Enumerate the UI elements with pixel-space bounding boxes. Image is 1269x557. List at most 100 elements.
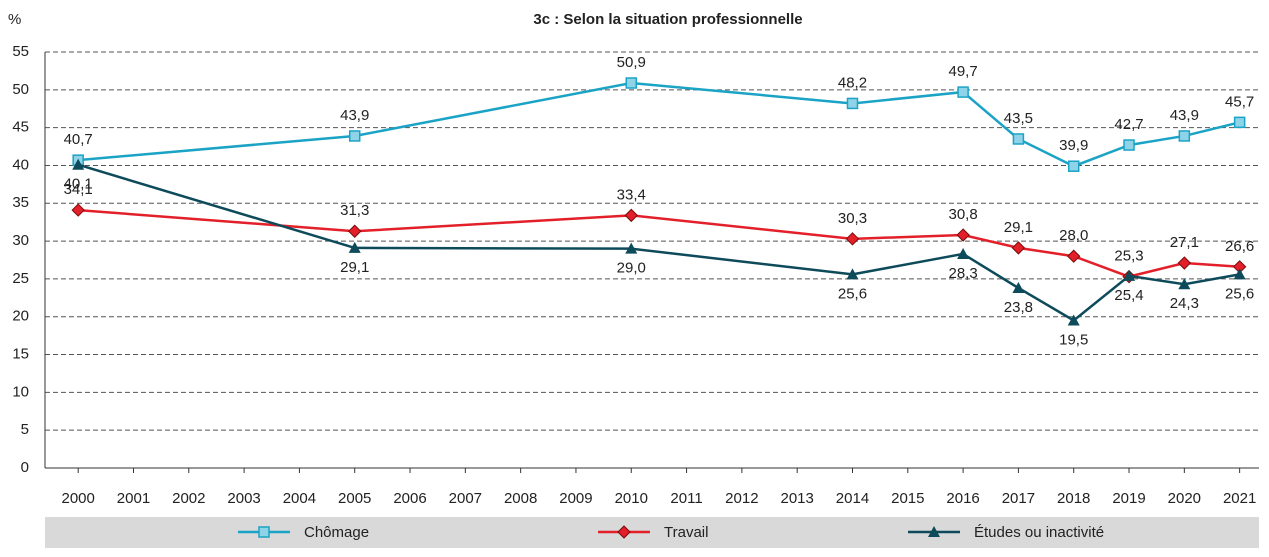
data-point xyxy=(348,130,361,142)
y-tick-label: 35 xyxy=(12,194,29,211)
y-tick-label: 5 xyxy=(21,421,29,438)
data-label: 28,3 xyxy=(949,265,978,282)
x-tick-label: 2009 xyxy=(559,490,592,507)
data-point xyxy=(348,224,362,238)
data-point xyxy=(348,241,361,253)
x-tick-label: 2020 xyxy=(1168,490,1201,507)
x-tick-label: 2007 xyxy=(449,490,482,507)
y-tick-label: 15 xyxy=(12,346,29,363)
data-label: 28,0 xyxy=(1059,227,1088,244)
y-tick-label: 55 xyxy=(12,43,29,60)
data-label: 34,1 xyxy=(64,181,93,198)
x-tick-label: 2001 xyxy=(117,490,150,507)
data-label: 27,1 xyxy=(1170,234,1199,251)
y-axis-label: % xyxy=(8,11,21,28)
data-label: 30,8 xyxy=(949,206,978,223)
y-tick-label: 10 xyxy=(12,383,29,400)
data-label: 40,1 xyxy=(64,176,93,193)
data-label: 50,9 xyxy=(617,54,646,71)
legend-label: Études ou inactivité xyxy=(974,524,1104,541)
data-label: 25,3 xyxy=(1114,248,1143,265)
x-tick-label: 2017 xyxy=(1002,490,1035,507)
data-point xyxy=(72,158,85,170)
data-point xyxy=(1123,139,1135,151)
x-tick-label: 2014 xyxy=(836,490,869,507)
data-label: 24,3 xyxy=(1170,295,1199,312)
data-label: 49,7 xyxy=(949,63,978,80)
data-label: 25,6 xyxy=(838,285,867,302)
data-label: 26,6 xyxy=(1225,238,1254,255)
x-tick-label: 2016 xyxy=(946,490,979,507)
x-tick-label: 2008 xyxy=(504,490,537,507)
data-label: 43,9 xyxy=(340,107,369,124)
data-point xyxy=(1123,269,1136,281)
data-point xyxy=(71,203,85,217)
x-tick-label: 2015 xyxy=(891,490,924,507)
legend-marker xyxy=(928,526,940,537)
data-label: 48,2 xyxy=(838,74,867,91)
data-point xyxy=(957,86,969,98)
data-label: 23,8 xyxy=(1004,299,1033,316)
data-point xyxy=(1067,314,1080,326)
data-label: 45,7 xyxy=(1225,93,1254,110)
legend-label: Chômage xyxy=(304,524,369,541)
data-label: 39,9 xyxy=(1059,137,1088,154)
data-label: 25,6 xyxy=(1225,285,1254,302)
data-label: 29,0 xyxy=(617,260,646,277)
x-tick-label: 2012 xyxy=(725,490,758,507)
data-label: 33,4 xyxy=(617,186,646,203)
data-point xyxy=(625,242,638,254)
data-point xyxy=(1233,116,1246,129)
data-label: 29,1 xyxy=(1004,219,1033,236)
legend-marker xyxy=(617,525,631,539)
y-tick-label: 20 xyxy=(12,308,29,325)
x-tick-label: 2002 xyxy=(172,490,205,507)
data-label: 43,9 xyxy=(1170,107,1199,124)
data-point xyxy=(1178,130,1191,142)
chart-title: 3c : Selon la situation professionnelle xyxy=(533,11,802,28)
x-tick-label: 2013 xyxy=(780,490,813,507)
x-tick-label: 2018 xyxy=(1057,490,1090,507)
data-point xyxy=(1012,281,1025,293)
y-tick-label: 45 xyxy=(12,119,29,136)
data-label: 40,7 xyxy=(64,131,93,148)
legend-label: Travail xyxy=(664,524,708,541)
x-tick-label: 2005 xyxy=(338,490,371,507)
y-tick-label: 0 xyxy=(21,459,29,476)
data-point xyxy=(1233,268,1246,280)
data-point xyxy=(1067,249,1081,263)
series-line xyxy=(78,208,1240,278)
series-line xyxy=(77,163,1240,323)
data-point xyxy=(956,228,970,242)
data-point xyxy=(1012,133,1025,145)
x-tick-label: 2003 xyxy=(227,490,260,507)
data-label: 25,4 xyxy=(1114,287,1143,304)
y-tick-label: 30 xyxy=(12,232,29,249)
data-point xyxy=(624,208,638,223)
x-tick-label: 2021 xyxy=(1223,490,1256,507)
data-point xyxy=(846,97,859,110)
data-label: 30,3 xyxy=(838,210,867,227)
data-label: 19,5 xyxy=(1059,331,1088,348)
x-tick-label: 2010 xyxy=(615,490,648,507)
y-tick-label: 40 xyxy=(12,156,29,173)
data-point xyxy=(1067,160,1080,172)
data-point xyxy=(1178,278,1191,290)
data-label: 43,5 xyxy=(1004,110,1033,127)
data-point xyxy=(845,232,860,246)
y-tick-label: 50 xyxy=(12,81,29,98)
data-label: 42,7 xyxy=(1114,116,1143,133)
data-label: 31,3 xyxy=(340,202,369,219)
series-line xyxy=(78,81,1240,168)
data-point xyxy=(957,247,970,259)
x-tick-label: 2019 xyxy=(1112,490,1145,507)
legend-marker xyxy=(258,526,270,538)
x-tick-label: 2004 xyxy=(283,490,316,507)
x-tick-label: 2011 xyxy=(670,490,702,507)
data-point xyxy=(846,268,859,280)
data-point xyxy=(1011,241,1026,255)
data-point xyxy=(1177,256,1192,270)
y-tick-label: 25 xyxy=(12,270,29,287)
x-tick-label: 2006 xyxy=(393,490,426,507)
